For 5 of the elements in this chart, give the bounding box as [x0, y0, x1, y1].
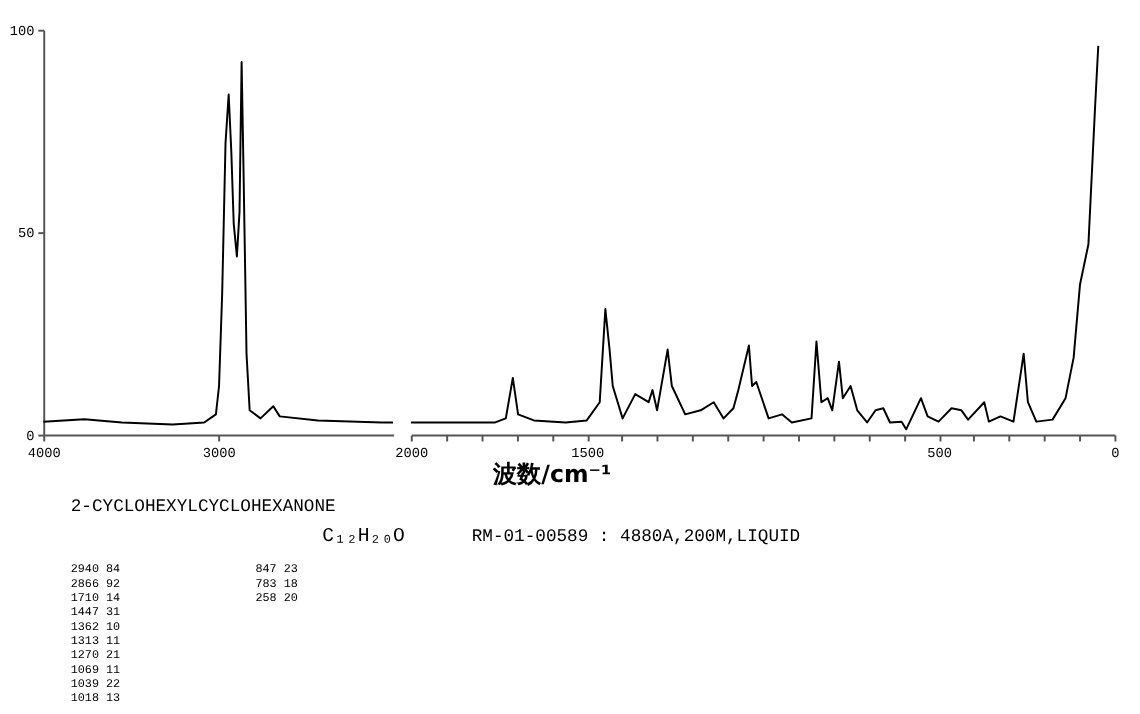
text: C₁₂H₂₀O — [322, 524, 406, 547]
x-axis-title: 波数/cm⁻¹ — [491, 459, 612, 488]
line-series — [43, 61, 394, 426]
text: RM-01-00589 : 4880A,200M,LIQUID — [471, 526, 801, 547]
text: 2-CYCLOHEXYLCYCLOHEXANONE — [70, 497, 336, 518]
